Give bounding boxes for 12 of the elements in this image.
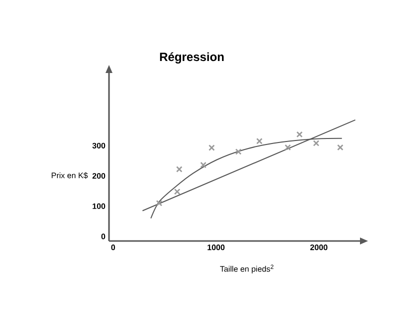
point <box>313 140 320 146</box>
point <box>208 144 215 151</box>
point <box>174 188 180 195</box>
point <box>256 138 263 144</box>
point <box>337 144 344 151</box>
point <box>296 131 303 138</box>
point <box>284 144 291 151</box>
point <box>176 166 182 172</box>
point <box>235 148 242 155</box>
point <box>156 200 162 206</box>
chart-title: Régression <box>160 52 224 64</box>
point <box>200 162 206 168</box>
